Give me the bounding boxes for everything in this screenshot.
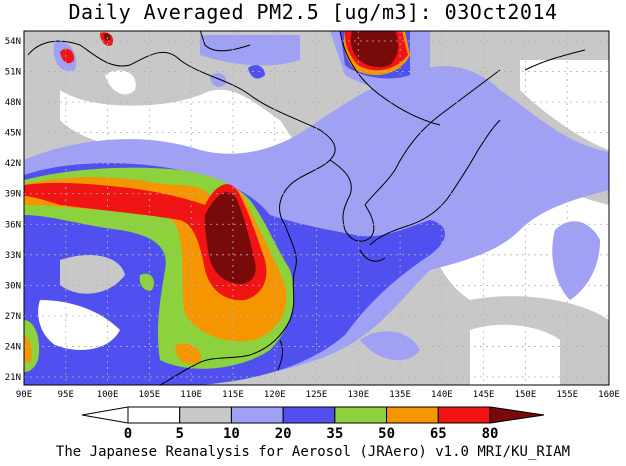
lat-tick-label: 33N — [5, 251, 21, 261]
lat-tick-label: 54N — [5, 37, 21, 47]
lat-tick-label: 21N — [5, 373, 21, 383]
colorbar-swatch — [127, 406, 181, 424]
level-80plus-region — [103, 33, 111, 42]
lon-tick-label: 115E — [222, 390, 244, 400]
clean-patch — [520, 60, 609, 150]
colorbar-label: 50 — [378, 426, 395, 442]
lat-tick-label: 51N — [5, 68, 21, 78]
lat-tick-label: 24N — [5, 342, 21, 352]
level-50-65-region — [24, 335, 32, 362]
lon-tick-label: 130E — [347, 390, 369, 400]
clean-patch — [60, 255, 125, 294]
lon-tick-label: 160E — [598, 390, 620, 400]
lon-tick-label: 100E — [97, 390, 119, 400]
lat-tick-label: 48N — [5, 98, 21, 108]
lon-tick-label: 150E — [515, 390, 537, 400]
lon-tick-label: 110E — [180, 390, 202, 400]
clean-patch — [38, 300, 120, 350]
lon-tick-label: 120E — [264, 390, 286, 400]
colorbar-label: 20 — [275, 426, 292, 442]
level-10-20-region — [360, 331, 420, 361]
lon-tick-label: 140E — [431, 390, 453, 400]
lat-tick-label: 42N — [5, 159, 21, 169]
level-80plus-region — [350, 31, 399, 68]
colorbar-swatch — [282, 406, 336, 424]
pm25-field — [24, 31, 609, 385]
level-65-80-region — [60, 48, 75, 64]
level-50-65-region — [175, 343, 201, 365]
latitude-labels: 54N 51N 48N 45N 42N 39N 36N 33N 30N 27N 24N 21N — [5, 37, 21, 383]
colorbar-left-arrow — [81, 406, 129, 424]
level-10-20-region — [552, 221, 600, 300]
coastlines — [27, 31, 586, 385]
colorbar-label: 65 — [430, 426, 447, 442]
lon-tick-label: 125E — [306, 390, 328, 400]
colorbar-right-arrow — [489, 406, 545, 424]
colorbar-swatch — [386, 406, 439, 424]
lat-tick-label: 36N — [5, 220, 21, 230]
colorbar-label: 80 — [482, 426, 499, 442]
longitude-labels: 90E 95E 100E 105E 110E 115E 120E 125E 130E 135E 14… — [16, 390, 620, 400]
colorbar-label: 35 — [326, 426, 343, 442]
clean-patch — [470, 324, 560, 385]
colorbar-swatch — [437, 406, 491, 424]
level-65-80-region — [24, 182, 267, 301]
colorbar-label: 5 — [175, 426, 183, 442]
colorbar-label: 0 — [124, 426, 132, 442]
lon-tick-label: 135E — [389, 390, 411, 400]
clean-patch — [105, 70, 136, 95]
lon-tick-label: 145E — [473, 390, 495, 400]
level-10-20-region — [200, 35, 300, 66]
graticule — [24, 31, 609, 385]
level-35-50-region — [139, 273, 155, 291]
level-20-35-region — [248, 65, 265, 79]
colorbar: 0 5 10 20 35 50 65 80 — [81, 406, 545, 442]
colorbar-swatch — [179, 406, 232, 424]
colorbar-label: 10 — [223, 426, 240, 442]
lon-tick-label: 90E — [16, 390, 32, 400]
lat-tick-label: 45N — [5, 129, 21, 139]
lon-tick-label: 155E — [556, 390, 578, 400]
level-80plus-region — [204, 192, 256, 285]
lon-tick-label: 95E — [58, 390, 74, 400]
colorbar-swatch — [230, 406, 284, 424]
lon-tick-label: 105E — [139, 390, 161, 400]
lat-tick-label: 30N — [5, 281, 21, 291]
colorbar-swatch — [334, 406, 388, 424]
lat-tick-label: 27N — [5, 312, 21, 322]
map-frame — [23, 30, 610, 386]
footer-credit: The Japanese Reanalysis for Aerosol (JRA… — [55, 444, 571, 460]
map-title: Daily Averaged PM2.5 [ug/m3]: 03Oct2014 — [68, 0, 558, 24]
lat-tick-label: 39N — [5, 190, 21, 200]
